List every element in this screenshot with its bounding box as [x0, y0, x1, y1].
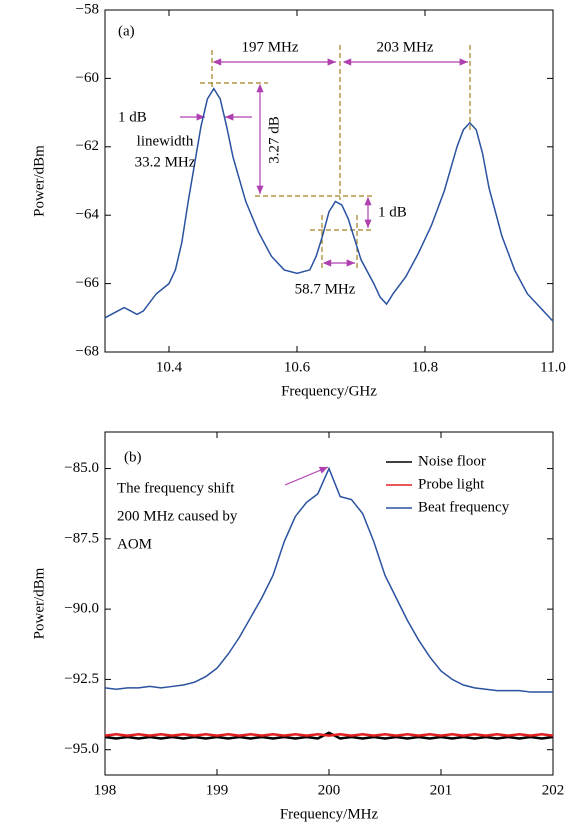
x-tick-label: 10.6: [284, 359, 311, 375]
annotation: 33.2 MHz: [135, 154, 196, 170]
y-tick-label: −87.5: [64, 530, 99, 546]
x-tick-label: 200: [318, 782, 341, 798]
y-tick-label: −85.0: [64, 460, 99, 476]
y-axis-label: Power/dBm: [31, 145, 47, 217]
annotation: linewidth: [137, 133, 194, 149]
data-line: [104, 731, 554, 740]
data-line: [104, 87, 554, 322]
annotation: 1 dB: [378, 204, 407, 220]
legend-label: Beat frequency: [418, 499, 510, 515]
annotation: AOM: [117, 536, 152, 552]
annotation: 200 MHz caused by: [117, 508, 238, 524]
annotation: (a): [118, 23, 135, 39]
x-tick-label: 201: [430, 782, 453, 798]
annotation: 203 MHz: [376, 39, 433, 55]
annotation: 197 MHz: [241, 39, 298, 55]
y-tick-label: −90.0: [64, 601, 99, 617]
x-tick-label: 198: [94, 782, 117, 798]
legend-label: Noise floor: [418, 453, 486, 469]
annotation: The frequency shift: [117, 480, 235, 496]
x-tick-label: 202: [542, 782, 565, 798]
y-tick-label: −64: [76, 207, 100, 223]
legend-label: Probe light: [418, 476, 485, 492]
x-axis-label: Frequency/MHz: [280, 806, 379, 822]
x-tick-label: 10.4: [156, 359, 183, 375]
y-tick-label: −95.0: [64, 741, 99, 757]
y-tick-label: −62: [76, 138, 99, 154]
annotation: 1 dB: [118, 109, 147, 125]
annotation: 58.7 MHz: [295, 281, 356, 297]
y-tick-label: −68: [76, 343, 99, 359]
x-tick-label: 11.0: [540, 359, 566, 375]
x-tick-label: 199: [206, 782, 229, 798]
y-tick-label: −66: [76, 275, 100, 291]
y-tick-label: −60: [76, 70, 99, 86]
data-line: [104, 732, 554, 737]
y-axis-label: Power/dBm: [31, 567, 47, 639]
annotation: 3.27 dB: [266, 116, 282, 164]
y-tick-label: −58: [76, 1, 99, 17]
y-tick-label: −92.5: [64, 671, 99, 687]
data-line: [104, 466, 553, 693]
x-tick-label: 10.8: [412, 359, 438, 375]
plot-frame: [104, 9, 554, 353]
annotation-arrows: [180, 45, 471, 486]
annotation: (b): [124, 449, 142, 465]
x-axis-label: Frequency/GHz: [281, 383, 377, 399]
